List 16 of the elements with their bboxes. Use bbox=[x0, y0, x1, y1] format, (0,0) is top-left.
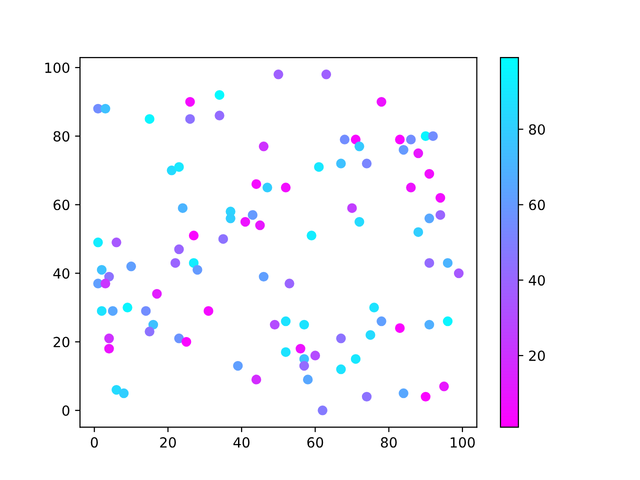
x-tick-label: 0 bbox=[90, 437, 98, 448]
y-tick-label: 60 bbox=[54, 200, 70, 210]
x-tick-label: 20 bbox=[160, 437, 176, 448]
x-tick-label: 40 bbox=[233, 437, 250, 448]
color-bar-label: 80 bbox=[529, 124, 545, 135]
x-tick-label: 80 bbox=[380, 437, 397, 448]
y-tick-label: 40 bbox=[53, 268, 70, 279]
y-tick-label: 20 bbox=[54, 336, 70, 348]
color-bar-label: 60 bbox=[529, 200, 545, 210]
x-tick-label: 60 bbox=[307, 437, 324, 448]
color-bar-label: 20 bbox=[529, 350, 545, 362]
y-tick-label: 100 bbox=[45, 62, 70, 74]
y-tick-label: 80 bbox=[54, 131, 70, 142]
color-bar-label: 40 bbox=[528, 275, 545, 286]
y-tick-label: 0 bbox=[62, 405, 70, 416]
x-tick-label: 100 bbox=[450, 437, 475, 448]
